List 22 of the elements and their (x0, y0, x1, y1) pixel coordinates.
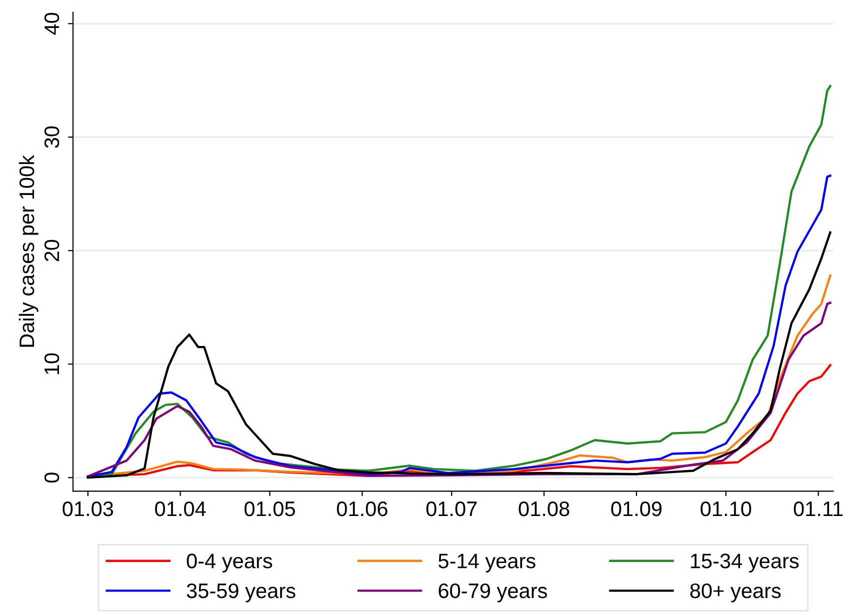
legend-label: 15-34 years (690, 554, 799, 572)
y-tick-label: 30 (44, 126, 60, 148)
legend-label: 80+ years (690, 583, 781, 602)
x-tick-label: 01.11 (794, 501, 843, 516)
legend-label: 0-4 years (186, 554, 272, 572)
legend-label: 35-59 years (186, 583, 296, 602)
y-tick-label: 10 (44, 353, 60, 374)
x-tick-label: 01.10 (700, 501, 752, 516)
x-tick-label: 01.05 (244, 501, 295, 516)
legend-label: 5-14 years (438, 554, 536, 572)
legend-label: 60-79 years (438, 583, 547, 602)
x-tick-label: 01.07 (426, 501, 477, 516)
x-tick-label: 01.08 (518, 501, 570, 516)
x-tick-label: 01.03 (62, 501, 114, 516)
y-tick-label: 40 (44, 12, 60, 35)
line-series (86, 231, 832, 479)
x-tick-label: 01.04 (155, 501, 206, 516)
y-tick-label: 0 (44, 472, 60, 483)
x-tick-label: 01.09 (611, 501, 662, 516)
x-tick-label: 01.06 (336, 501, 388, 516)
y-axis-title: Daily cases per 100k (18, 155, 38, 347)
y-tick-label: 20 (44, 240, 60, 262)
